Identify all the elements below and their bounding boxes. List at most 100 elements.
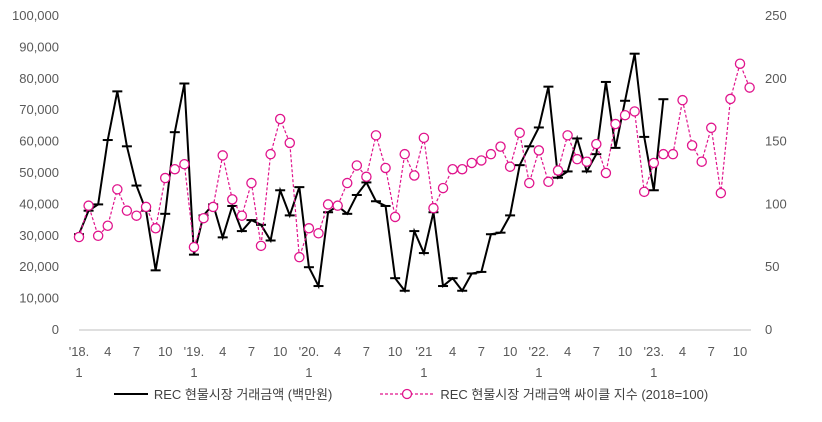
y-left-tick-label: 30,000 [19, 228, 59, 243]
x-tick-label: 10 [733, 344, 747, 359]
x-tick-label: 7 [708, 344, 715, 359]
x-tick-label: 10 [618, 344, 632, 359]
x-tick-label: '19. [184, 344, 205, 359]
data-point-cycle-index [188, 241, 200, 253]
data-point-cycle-index [265, 148, 276, 160]
data-point-cycle-index [658, 148, 669, 160]
legend: REC 현물시장 거래금액 (백만원) REC 현물시장 거래금액 싸이클 지수… [0, 384, 822, 403]
y-left-tick-label: 90,000 [19, 39, 59, 54]
data-point-cycle-index [121, 205, 133, 216]
data-point-cycle-index [706, 122, 717, 134]
data-point-cycle-index [83, 200, 94, 211]
legend-line-pink-circle-icon [380, 388, 435, 399]
x-tick-label-year-month: 1 [650, 365, 657, 380]
x-tick-label: 7 [133, 344, 140, 359]
data-point-cycle-index [715, 187, 727, 199]
x-tick-label: 10 [503, 344, 517, 359]
data-point-cycle-index [667, 148, 679, 160]
data-point-cycle-index [686, 140, 698, 151]
y-left-tick-label: 70,000 [19, 102, 59, 117]
data-point-cycle-index [725, 93, 736, 105]
x-tick-label: 4 [334, 344, 341, 359]
x-tick-label: '20. [299, 344, 320, 359]
x-tick-label-year-month: 1 [305, 365, 312, 380]
data-point-cycle-index [504, 161, 516, 172]
data-point-cycle-index [447, 163, 458, 175]
data-point-cycle-index [610, 118, 621, 130]
x-tick-label: 10 [273, 344, 287, 359]
x-tick-label: 7 [478, 344, 485, 359]
x-tick-label: 4 [449, 344, 456, 359]
legend-item-cycle-index: REC 현물시장 거래금액 싸이클 지수 (2018=100) [380, 384, 708, 403]
data-point-cycle-index [380, 162, 391, 174]
x-tick-label-year-month: 1 [420, 365, 427, 380]
data-point-cycle-index [332, 200, 343, 211]
data-point-cycle-index [198, 212, 209, 224]
data-point-cycle-index [246, 177, 257, 189]
x-tick-label-year-month: 1 [190, 365, 197, 380]
data-point-cycle-index [150, 223, 161, 234]
x-tick-label: '18. [69, 344, 90, 359]
data-point-cycle-index [92, 230, 104, 242]
data-point-cycle-index [533, 145, 545, 156]
data-point-cycle-index [428, 202, 439, 214]
data-point-cycle-index [638, 186, 650, 198]
data-point-cycle-index [629, 106, 640, 117]
x-tick-label: 10 [388, 344, 402, 359]
data-point-cycle-index [112, 184, 123, 195]
y-right-tick-label: 250 [765, 8, 787, 23]
data-point-cycle-index [552, 165, 564, 176]
data-point-cycle-index [351, 160, 363, 171]
data-point-cycle-index [476, 155, 487, 166]
chart-svg: 0 10,000 20,000 30,000 40,000 50,000 60,000 70,… [12, 8, 787, 380]
data-point-cycle-index [600, 167, 612, 179]
data-point-cycle-index [159, 172, 171, 184]
y-left-tick-label: 100,000 [12, 8, 59, 23]
data-point-cycle-index [485, 148, 497, 160]
data-point-cycle-index [619, 109, 631, 121]
x-tick-label: '22. [529, 344, 550, 359]
data-point-cycle-index [677, 94, 688, 106]
data-point-cycle-index [437, 182, 449, 194]
data-point-cycle-index [131, 210, 142, 221]
y-left-tick-label: 80,000 [19, 71, 59, 86]
data-point-cycle-index [514, 127, 525, 139]
x-tick-label-year-month: 1 [75, 365, 82, 380]
x-tick-label: 7 [593, 344, 600, 359]
data-point-cycle-index [648, 157, 660, 169]
data-point-cycle-index [274, 113, 286, 125]
data-point-cycle-index [140, 201, 152, 213]
data-point-cycle-index [696, 156, 707, 167]
data-point-cycle-index [284, 137, 296, 149]
y-right-tick-label: 0 [765, 322, 772, 337]
x-tick-label: '21 [415, 344, 432, 359]
data-point-cycle-index [543, 176, 554, 188]
y-right-tick-label: 100 [765, 196, 787, 211]
legend-item-transaction-amount: REC 현물시장 거래금액 (백만원) [113, 384, 332, 403]
x-tick-label: 4 [564, 344, 571, 359]
data-point-cycle-index [399, 148, 410, 160]
legend-line-black-icon [113, 392, 148, 395]
data-point-cycle-index [581, 156, 592, 167]
x-tick-label: 10 [158, 344, 172, 359]
data-point-cycle-index [389, 211, 401, 223]
data-point-cycle-index [524, 177, 535, 189]
y-left-tick-label: 0 [52, 322, 59, 337]
data-point-cycle-index [571, 153, 583, 165]
x-tick-label: 4 [104, 344, 111, 359]
data-point-cycle-index [236, 210, 248, 221]
data-point-cycle-index [409, 170, 420, 181]
y-right-tick-label: 150 [765, 134, 787, 149]
data-point-cycle-index [303, 223, 315, 234]
x-tick-label: 7 [363, 344, 370, 359]
data-point-cycle-index [744, 82, 755, 93]
x-tick-label: '23. [644, 344, 665, 359]
legend-label-cycle-index: REC 현물시장 거래금액 싸이클 지수 (2018=100) [440, 387, 709, 402]
data-point-cycle-index [495, 141, 506, 152]
y-right-tick-label: 50 [765, 259, 779, 274]
y-left-tick-label: 40,000 [19, 196, 59, 211]
x-tick-label-year-month: 1 [535, 365, 542, 380]
y-right-tick-label: 200 [765, 71, 787, 86]
data-point-cycle-index [102, 220, 113, 232]
